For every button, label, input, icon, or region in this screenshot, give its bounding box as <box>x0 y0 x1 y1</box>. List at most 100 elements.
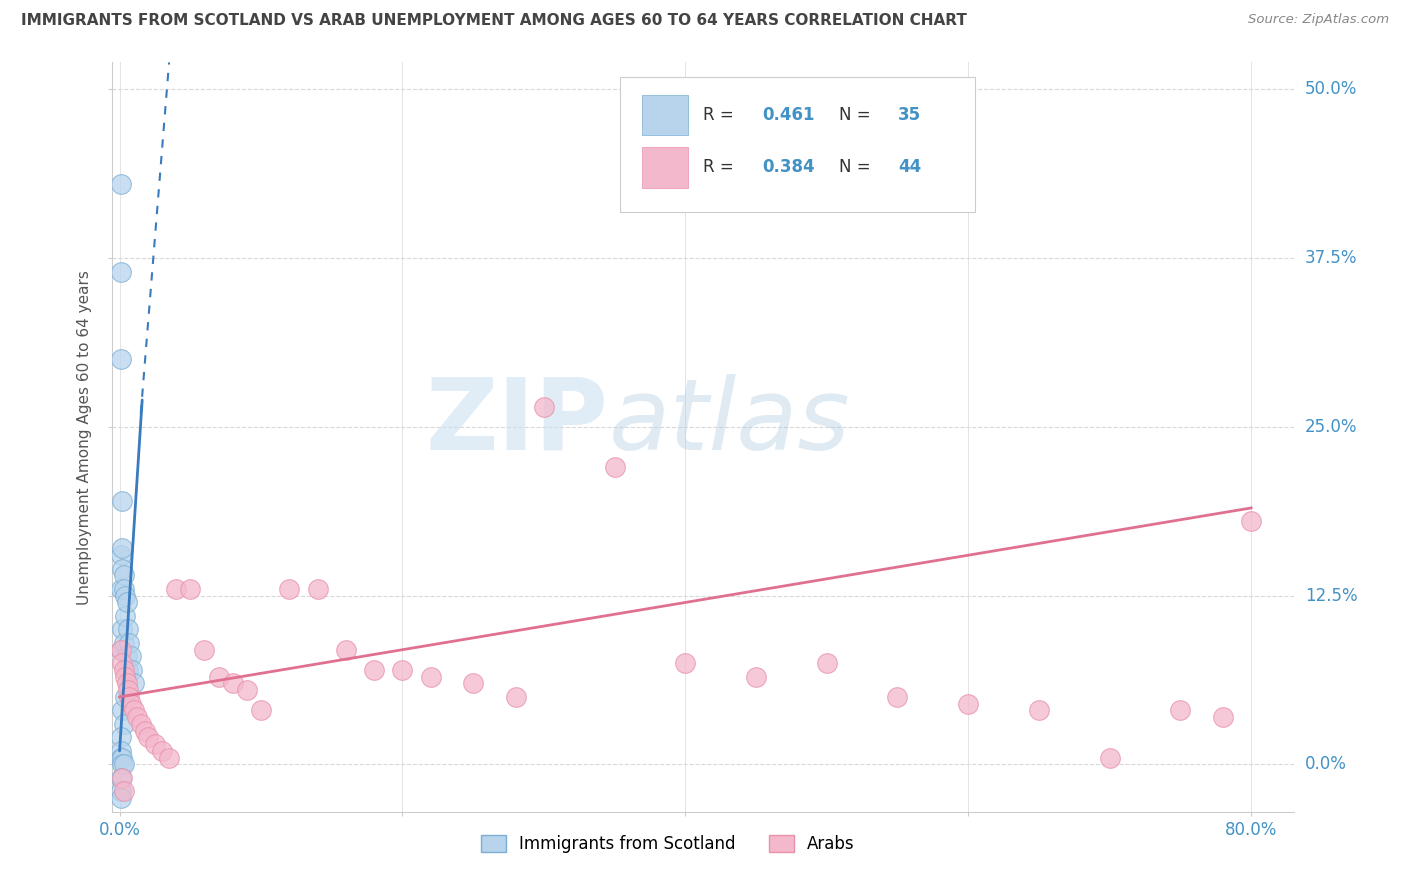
Point <box>165 582 187 596</box>
FancyBboxPatch shape <box>641 95 688 135</box>
Text: 12.5%: 12.5% <box>1305 587 1357 605</box>
Point <box>115 649 138 664</box>
Point <box>115 676 138 690</box>
Point <box>112 717 135 731</box>
Text: ZIP: ZIP <box>426 374 609 471</box>
Point <box>117 663 139 677</box>
Point <box>114 609 136 624</box>
Point <box>134 723 156 738</box>
Point <box>815 657 838 671</box>
Point <box>129 717 152 731</box>
Point <box>363 663 385 677</box>
Point <box>193 642 215 657</box>
Legend: Immigrants from Scotland, Arabs: Immigrants from Scotland, Arabs <box>474 828 862 860</box>
Point <box>111 757 134 772</box>
Point <box>112 568 135 582</box>
Point <box>118 636 141 650</box>
Point <box>533 400 555 414</box>
Point <box>111 703 134 717</box>
Point <box>505 690 527 704</box>
Point <box>110 744 132 758</box>
Point <box>111 771 134 785</box>
Text: 0.0%: 0.0% <box>1305 756 1347 773</box>
Point <box>121 663 143 677</box>
Point <box>463 676 485 690</box>
Point <box>207 670 229 684</box>
Point <box>335 642 357 657</box>
Text: R =: R = <box>703 106 740 124</box>
Point <box>114 670 136 684</box>
Point <box>136 731 159 745</box>
Point <box>120 697 142 711</box>
Point <box>110 352 132 367</box>
Point <box>114 589 136 603</box>
Point <box>110 265 132 279</box>
Point <box>112 582 135 596</box>
Point <box>1028 703 1050 717</box>
Point <box>111 623 134 637</box>
Text: 50.0%: 50.0% <box>1305 80 1357 98</box>
Point <box>110 750 132 764</box>
Text: 44: 44 <box>898 159 921 177</box>
Text: N =: N = <box>839 106 876 124</box>
Point <box>222 676 245 690</box>
Point <box>125 710 148 724</box>
Text: atlas: atlas <box>609 374 851 471</box>
Point <box>112 636 135 650</box>
Point <box>1170 703 1192 717</box>
Point <box>143 737 166 751</box>
Point <box>122 703 145 717</box>
Text: Source: ZipAtlas.com: Source: ZipAtlas.com <box>1249 13 1389 27</box>
Point <box>110 784 132 798</box>
Text: 35: 35 <box>898 106 921 124</box>
Point <box>745 670 768 684</box>
Point <box>110 548 132 562</box>
Point <box>110 582 132 596</box>
Point <box>112 663 135 677</box>
Text: IMMIGRANTS FROM SCOTLAND VS ARAB UNEMPLOYMENT AMONG AGES 60 TO 64 YEARS CORRELAT: IMMIGRANTS FROM SCOTLAND VS ARAB UNEMPLO… <box>21 13 967 29</box>
FancyBboxPatch shape <box>620 78 974 212</box>
Text: 0.461: 0.461 <box>762 106 814 124</box>
Text: 25.0%: 25.0% <box>1305 418 1357 436</box>
Text: N =: N = <box>839 159 876 177</box>
FancyBboxPatch shape <box>641 147 688 187</box>
Point <box>278 582 301 596</box>
Point <box>120 649 142 664</box>
Point <box>157 750 180 764</box>
Point <box>110 791 132 805</box>
Point <box>250 703 273 717</box>
Point <box>307 582 329 596</box>
Point <box>110 642 132 657</box>
Point <box>1240 515 1263 529</box>
Point <box>122 676 145 690</box>
Point <box>673 657 696 671</box>
Point <box>110 177 132 191</box>
Point <box>110 642 132 657</box>
Point <box>110 771 132 785</box>
Point <box>1212 710 1234 724</box>
Point <box>391 663 413 677</box>
Text: 0.384: 0.384 <box>762 159 814 177</box>
Point <box>419 670 441 684</box>
Point <box>110 731 132 745</box>
Point <box>118 690 141 704</box>
Y-axis label: Unemployment Among Ages 60 to 64 years: Unemployment Among Ages 60 to 64 years <box>77 269 93 605</box>
Point <box>111 562 134 576</box>
Point <box>115 595 138 609</box>
Point <box>114 690 136 704</box>
Point <box>111 750 134 764</box>
Point <box>117 623 139 637</box>
Point <box>111 657 134 671</box>
Point <box>111 541 134 556</box>
Point <box>603 460 626 475</box>
Point <box>150 744 173 758</box>
Text: 37.5%: 37.5% <box>1305 249 1357 268</box>
Point <box>112 784 135 798</box>
Point <box>957 697 980 711</box>
Point <box>179 582 201 596</box>
Point <box>117 683 139 698</box>
Point <box>886 690 908 704</box>
Text: R =: R = <box>703 159 740 177</box>
Point <box>1098 750 1121 764</box>
Point <box>111 494 134 508</box>
